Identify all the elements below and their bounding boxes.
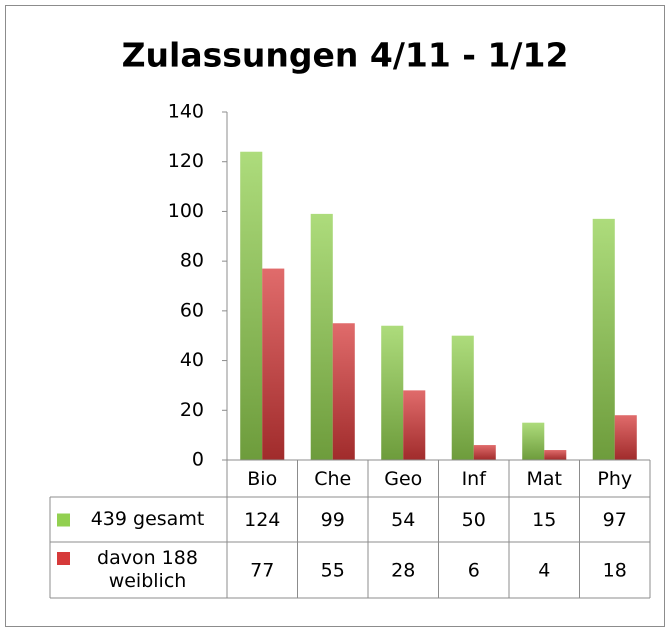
bar-shade	[381, 325, 404, 460]
legend-label-box: 439 gesamt	[90, 508, 205, 530]
table-value: 54	[391, 509, 415, 531]
bar-shade	[614, 415, 637, 460]
legend-swatch	[57, 552, 70, 565]
legend-label: 439 gesamt	[90, 508, 205, 530]
bar-shade	[310, 213, 333, 460]
legend-swatch	[57, 513, 70, 527]
table-value: 97	[603, 509, 627, 531]
y-tick-label: 140	[168, 101, 204, 123]
table-value: 4	[538, 560, 550, 582]
y-tick-label: 60	[180, 299, 204, 321]
x-tick-label: Phy	[597, 468, 632, 490]
table-value: 15	[532, 509, 556, 531]
bar-shade	[592, 218, 615, 460]
bar-shade	[522, 422, 545, 460]
x-tick-label: Bio	[247, 468, 277, 490]
y-tick-label: 100	[168, 200, 204, 222]
x-tick-label: Mat	[527, 468, 563, 490]
x-tick-label: Inf	[462, 468, 488, 490]
legend-label: davon 188 weiblich	[97, 547, 198, 592]
bar-shade	[451, 335, 474, 460]
bar-shade	[332, 323, 355, 460]
table-value: 18	[603, 560, 627, 582]
bar-shade	[240, 151, 263, 460]
table-value: 77	[250, 560, 274, 582]
x-tick-label: Geo	[384, 468, 422, 490]
y-tick-label: 80	[180, 250, 204, 272]
legend-label-box: davon 188 weiblich	[97, 547, 198, 592]
y-tick-label: 20	[180, 399, 204, 421]
table-value: 50	[462, 509, 486, 531]
chart-title: Zulassungen 4/11 - 1/12	[122, 36, 569, 75]
table-value: 28	[391, 560, 415, 582]
y-tick-label: 0	[192, 449, 204, 471]
table-value: 124	[244, 509, 280, 531]
bar-shade	[544, 450, 567, 460]
table-value: 55	[321, 560, 345, 582]
table-value: 6	[468, 560, 480, 582]
y-tick-label: 40	[180, 349, 204, 371]
bar-shade	[403, 390, 426, 460]
bar-shade	[473, 445, 496, 460]
y-tick-label: 120	[168, 150, 204, 172]
chart-border	[5, 5, 665, 627]
x-tick-label: Che	[314, 468, 351, 490]
table-value: 99	[321, 509, 345, 531]
bar-shade	[262, 268, 285, 460]
